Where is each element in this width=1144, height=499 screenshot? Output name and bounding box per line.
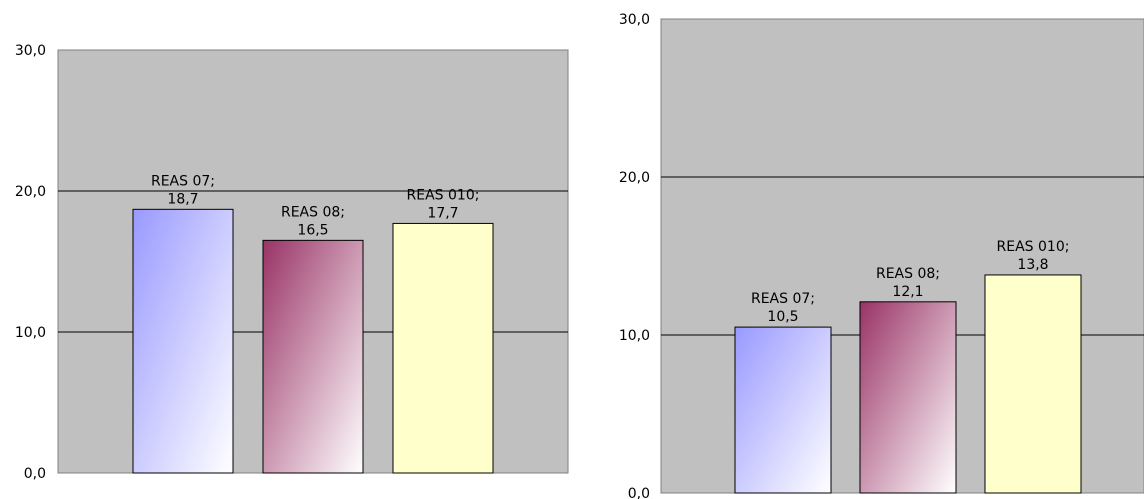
right-bar-chart: 0,0 10,0 20,0 30,0 REAS 07; 10,5 REAS 08; 12,1 R… bbox=[619, 12, 1144, 499]
bar-reas-010 bbox=[392, 222, 494, 474]
data-label: REAS 07; 10,5 bbox=[751, 291, 815, 325]
bar-reas-07 bbox=[734, 326, 832, 494]
y-tick-label: 30,0 bbox=[15, 43, 46, 59]
data-label: REAS 08; 16,5 bbox=[281, 204, 345, 238]
bar-reas-08 bbox=[262, 239, 364, 474]
y-tick-label: 30,0 bbox=[619, 12, 650, 28]
y-tick-label: 20,0 bbox=[619, 170, 650, 186]
y-tick-label: 0,0 bbox=[24, 466, 46, 482]
data-label: REAS 07; 18,7 bbox=[151, 173, 215, 207]
bar-reas-010 bbox=[984, 274, 1082, 494]
data-label: REAS 08; 12,1 bbox=[876, 266, 940, 300]
data-label: REAS 010; 13,8 bbox=[997, 239, 1070, 273]
y-tick-label: 10,0 bbox=[619, 328, 650, 344]
y-tick-label: 20,0 bbox=[15, 184, 46, 200]
y-tick-label: 10,0 bbox=[15, 325, 46, 341]
bar-reas-07 bbox=[132, 208, 234, 474]
left-bar-chart: 0,0 10,0 20,0 30,0 REAS 07; 18,7 REAS 08; 16,5 R… bbox=[15, 43, 569, 482]
y-tick-label: 0,0 bbox=[628, 486, 650, 499]
data-label: REAS 010; 17,7 bbox=[407, 187, 480, 221]
bar-reas-08 bbox=[859, 301, 957, 494]
